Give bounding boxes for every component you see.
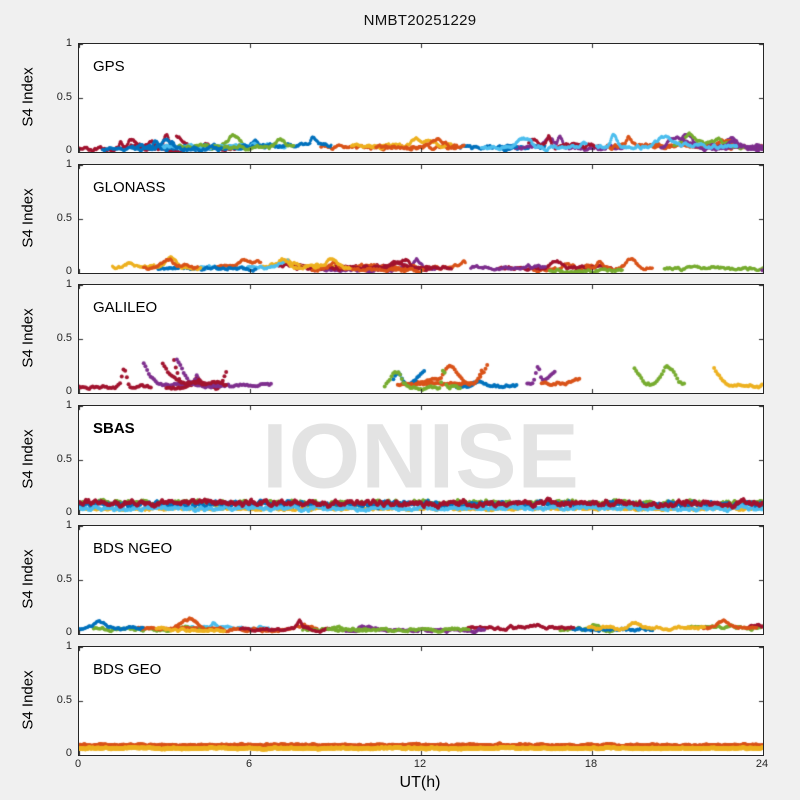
constellation-label-sbas: SBAS xyxy=(93,420,135,437)
subplot-gps: 1 0.5 0 S4 Index GPS xyxy=(0,37,800,156)
y-tick-label: 0.5 xyxy=(56,91,72,103)
plot-area-bds-geo: BDS GEO xyxy=(78,646,764,756)
subplot-glonass: 1 0.5 0 S4 Index GLONASS xyxy=(0,158,800,277)
y-tick-label: 0.5 xyxy=(56,573,72,585)
y-tick-label: 1 xyxy=(65,640,72,652)
x-tick-label: 6 xyxy=(245,758,253,770)
y-tick-label: 1 xyxy=(65,37,72,49)
y-tick-label: 0 xyxy=(65,626,72,638)
constellation-label-bds-ngeo: BDS NGEO xyxy=(93,540,173,557)
constellation-label-bds-geo: BDS GEO xyxy=(93,661,162,678)
subplot-bds-geo: 1 0.5 0 S4 Index BDS GEO xyxy=(0,640,800,759)
x-axis-label: UT(h) xyxy=(399,774,441,791)
y-axis-label: S4 Index xyxy=(19,670,37,730)
subplot-bds-ngeo: 1 0.5 0 S4 Index BDS NGEO xyxy=(0,519,800,638)
s4-trace-canvas-bds-geo xyxy=(79,647,763,755)
subplot-sbas: 1 0.5 0 S4 Index IONISE SBAS xyxy=(0,399,800,518)
s4-trace-canvas-gps xyxy=(79,44,763,152)
y-axis-label: S4 Index xyxy=(19,429,37,489)
y-tick-label: 1 xyxy=(65,399,72,411)
plot-area-sbas: IONISE SBAS xyxy=(78,405,764,515)
y-tick-label: 1 xyxy=(65,519,72,531)
figure-title: NMBT20251229 xyxy=(363,12,477,29)
y-axis-label: S4 Index xyxy=(19,67,37,127)
y-tick-label: 0.5 xyxy=(56,453,72,465)
constellation-label-gps: GPS xyxy=(93,58,125,75)
y-tick-label: 0 xyxy=(65,747,72,759)
y-tick-label: 0.5 xyxy=(56,332,72,344)
y-axis-label: S4 Index xyxy=(19,308,37,368)
s4-trace-canvas-glonass xyxy=(79,165,763,273)
y-tick-label: 0.5 xyxy=(56,694,72,706)
y-tick-label: 1 xyxy=(65,158,72,170)
constellation-label-galileo: GALILEO xyxy=(93,299,158,316)
y-tick-label: 0 xyxy=(65,506,72,518)
y-tick-label: 0.5 xyxy=(56,212,72,224)
subplot-galileo: 1 0.5 0 S4 Index GALILEO xyxy=(0,278,800,397)
plot-area-glonass: GLONASS xyxy=(78,164,764,274)
x-tick-label: 0 xyxy=(74,758,82,770)
s4-trace-canvas-bds-ngeo xyxy=(79,526,763,634)
s4-trace-canvas-sbas xyxy=(79,406,763,514)
x-tick-label: 18 xyxy=(584,758,598,770)
plot-area-galileo: GALILEO xyxy=(78,284,764,394)
plot-area-gps: GPS xyxy=(78,43,764,153)
y-axis-label: S4 Index xyxy=(19,188,37,248)
y-tick-label: 0 xyxy=(65,265,72,277)
x-tick-label: 24 xyxy=(755,758,769,770)
plot-area-bds-ngeo: BDS NGEO xyxy=(78,525,764,635)
y-tick-label: 1 xyxy=(65,278,72,290)
s4-trace-canvas-galileo xyxy=(79,285,763,393)
y-axis-label: S4 Index xyxy=(19,549,37,609)
y-tick-label: 0 xyxy=(65,144,72,156)
y-tick-label: 0 xyxy=(65,385,72,397)
x-tick-label: 12 xyxy=(413,758,427,770)
constellation-label-glonass: GLONASS xyxy=(93,179,166,196)
